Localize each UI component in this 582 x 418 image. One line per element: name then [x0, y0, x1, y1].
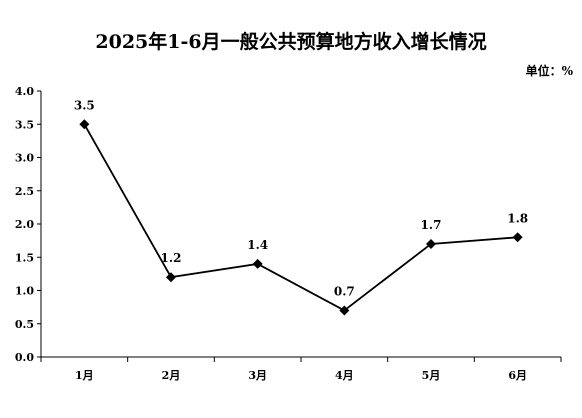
- data-label: 1.4: [247, 238, 268, 252]
- y-tick-label: 1.0: [15, 285, 34, 298]
- data-point-marker: [252, 258, 263, 269]
- chart-title: 2025年1-6月一般公共预算地方收入增长情况: [95, 31, 487, 53]
- y-tick-label: 0.0: [15, 351, 34, 364]
- data-point-marker: [339, 305, 350, 316]
- series-line: [83, 123, 518, 312]
- data-label: 3.5: [74, 98, 95, 112]
- series-group: [79, 119, 523, 316]
- axes: [40, 91, 561, 358]
- x-tick-label: 3月: [248, 369, 267, 382]
- y-tick-label: 2.0: [15, 218, 34, 231]
- data-labels: 3.5 1.2 1.4 0.7 1.7 1.8: [74, 98, 528, 298]
- data-point-marker: [512, 232, 523, 243]
- y-tick-label: 0.5: [15, 318, 34, 331]
- y-tick-label: 3.5: [15, 118, 34, 131]
- data-point-marker: [79, 119, 90, 130]
- y-tick-label: 1.5: [15, 251, 34, 264]
- y-tick-label: 2.5: [15, 185, 34, 198]
- data-label: 1.7: [421, 218, 442, 232]
- data-label: 0.7: [334, 284, 355, 298]
- x-tick-label: 6月: [508, 369, 527, 382]
- data-label: 1.8: [507, 211, 528, 225]
- unit-label: 单位：%: [525, 64, 573, 78]
- x-tick-label: 4月: [335, 369, 354, 382]
- y-axis-ticks: 0.0 0.5 1.0 1.5 2.0 2.5 3.0 3.5 4.0: [15, 85, 41, 364]
- x-tick-label: 2月: [162, 369, 181, 382]
- x-axis-ticks: 1月 2月 3月 4月 5月 6月: [40, 357, 562, 382]
- y-tick-label: 4.0: [15, 85, 34, 98]
- x-tick-label: 1月: [75, 369, 94, 382]
- data-point-marker: [166, 272, 176, 283]
- x-tick-label: 5月: [422, 369, 441, 382]
- data-label: 1.2: [161, 251, 182, 265]
- y-tick-label: 3.0: [15, 152, 34, 165]
- data-point-marker: [426, 238, 436, 249]
